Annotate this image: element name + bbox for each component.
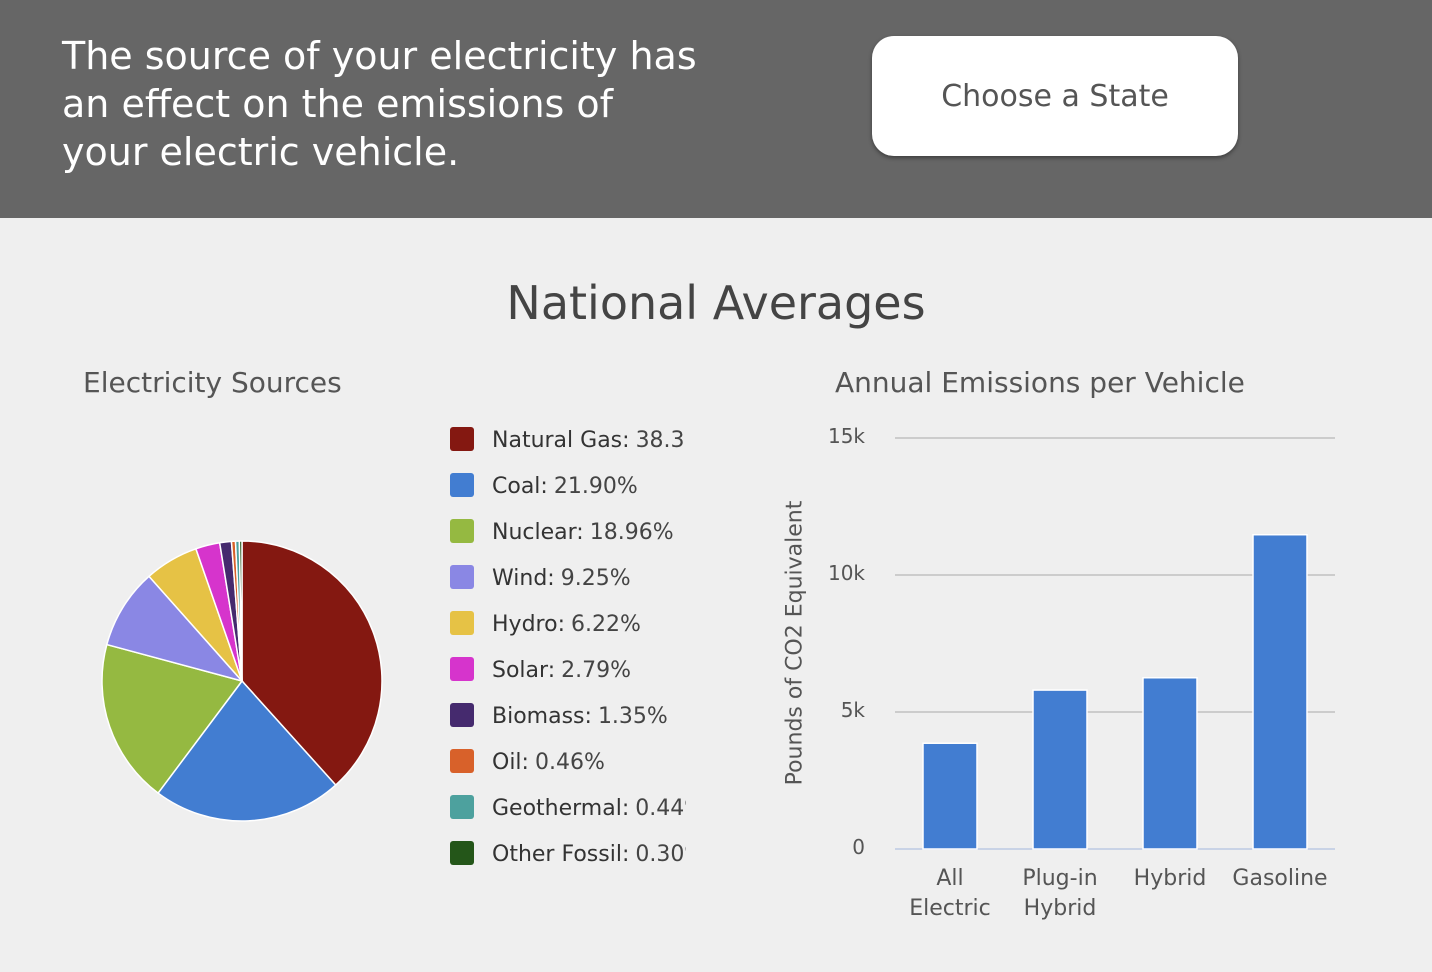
legend-entry: Other Fossil0.30% (450, 838, 686, 872)
legend-name: Wind (492, 566, 555, 591)
legend-swatch (450, 657, 474, 681)
legend-name: Geothermal (492, 796, 629, 821)
bar-title: Annual Emissions per Vehicle (835, 366, 1245, 399)
legend-value: 21.90% (553, 474, 638, 499)
legend-entry: Wind9.25% (450, 562, 686, 596)
y-tick-label: 15k (827, 424, 865, 448)
pie-slice (157, 679, 337, 822)
x-tick-label: Plug-in Hybrid (1022, 866, 1098, 921)
x-tick-label: All Electric (909, 866, 991, 921)
x-tick-label: Gasoline (1232, 866, 1328, 891)
legend-value: 1.35% (597, 704, 668, 729)
legend-swatch (450, 427, 474, 451)
y-tick-label: 5k (840, 698, 865, 722)
legend-entry: Natural Gas38.33% (450, 424, 686, 458)
legend-name: Coal (492, 474, 548, 499)
legend-value: 2.79% (561, 658, 631, 683)
legend-swatch (450, 611, 474, 635)
legend-name: Natural Gas (492, 428, 630, 453)
legend-swatch (450, 749, 474, 773)
legend-value: 6.22% (570, 612, 641, 637)
y-tick-label: 10k (827, 561, 865, 585)
legend-value: 0.44% (635, 796, 686, 821)
legend-value: 9.25% (560, 566, 631, 591)
x-tick-label: Hybrid (1133, 866, 1207, 891)
pie-slice (241, 540, 383, 787)
legend-entry: Oil0.46% (450, 746, 686, 780)
legend-entry: Coal21.90% (450, 470, 686, 504)
legend-entry: Hydro6.22% (450, 608, 686, 642)
pie-title: Electricity Sources (83, 366, 342, 399)
legend-entry: Biomass1.35% (450, 700, 686, 734)
legend-value: 0.46% (534, 750, 605, 775)
bar (922, 742, 978, 850)
legend-value: 18.96% (589, 520, 674, 545)
bar (1142, 677, 1198, 850)
pie-slice (238, 540, 243, 682)
legend-name: Nuclear (492, 520, 584, 545)
bar (1252, 533, 1308, 850)
legend-value: 0.30% (635, 842, 686, 867)
legend-name: Oil (492, 750, 529, 775)
legend-entry: Solar2.79% (450, 654, 686, 688)
legend-swatch (450, 565, 474, 589)
pie-slice (101, 643, 244, 795)
header: The source of your electricity has an ef… (0, 0, 1432, 218)
legend-swatch (450, 795, 474, 819)
legend-swatch (450, 841, 474, 865)
legend-name: Other Fossil (492, 842, 629, 867)
legend-value: 38.33% (635, 428, 686, 453)
choose-state-button[interactable]: Choose a State (872, 36, 1238, 156)
y-tick-label: 0 (852, 835, 865, 859)
page-title: National Averages (506, 276, 926, 330)
pie-slice (105, 575, 245, 683)
legend-swatch (450, 519, 474, 543)
legend-entry: Nuclear18.96% (450, 516, 686, 550)
legend-swatch (450, 703, 474, 727)
header-text: The source of your electricity has an ef… (62, 34, 697, 174)
legend-name: Biomass (492, 704, 592, 729)
legend-name: Solar (492, 658, 555, 683)
legend-name: Hydro (492, 612, 565, 637)
legend-entry: Geothermal0.44% (450, 792, 686, 826)
bar (1032, 689, 1088, 850)
legend-swatch (450, 473, 474, 497)
